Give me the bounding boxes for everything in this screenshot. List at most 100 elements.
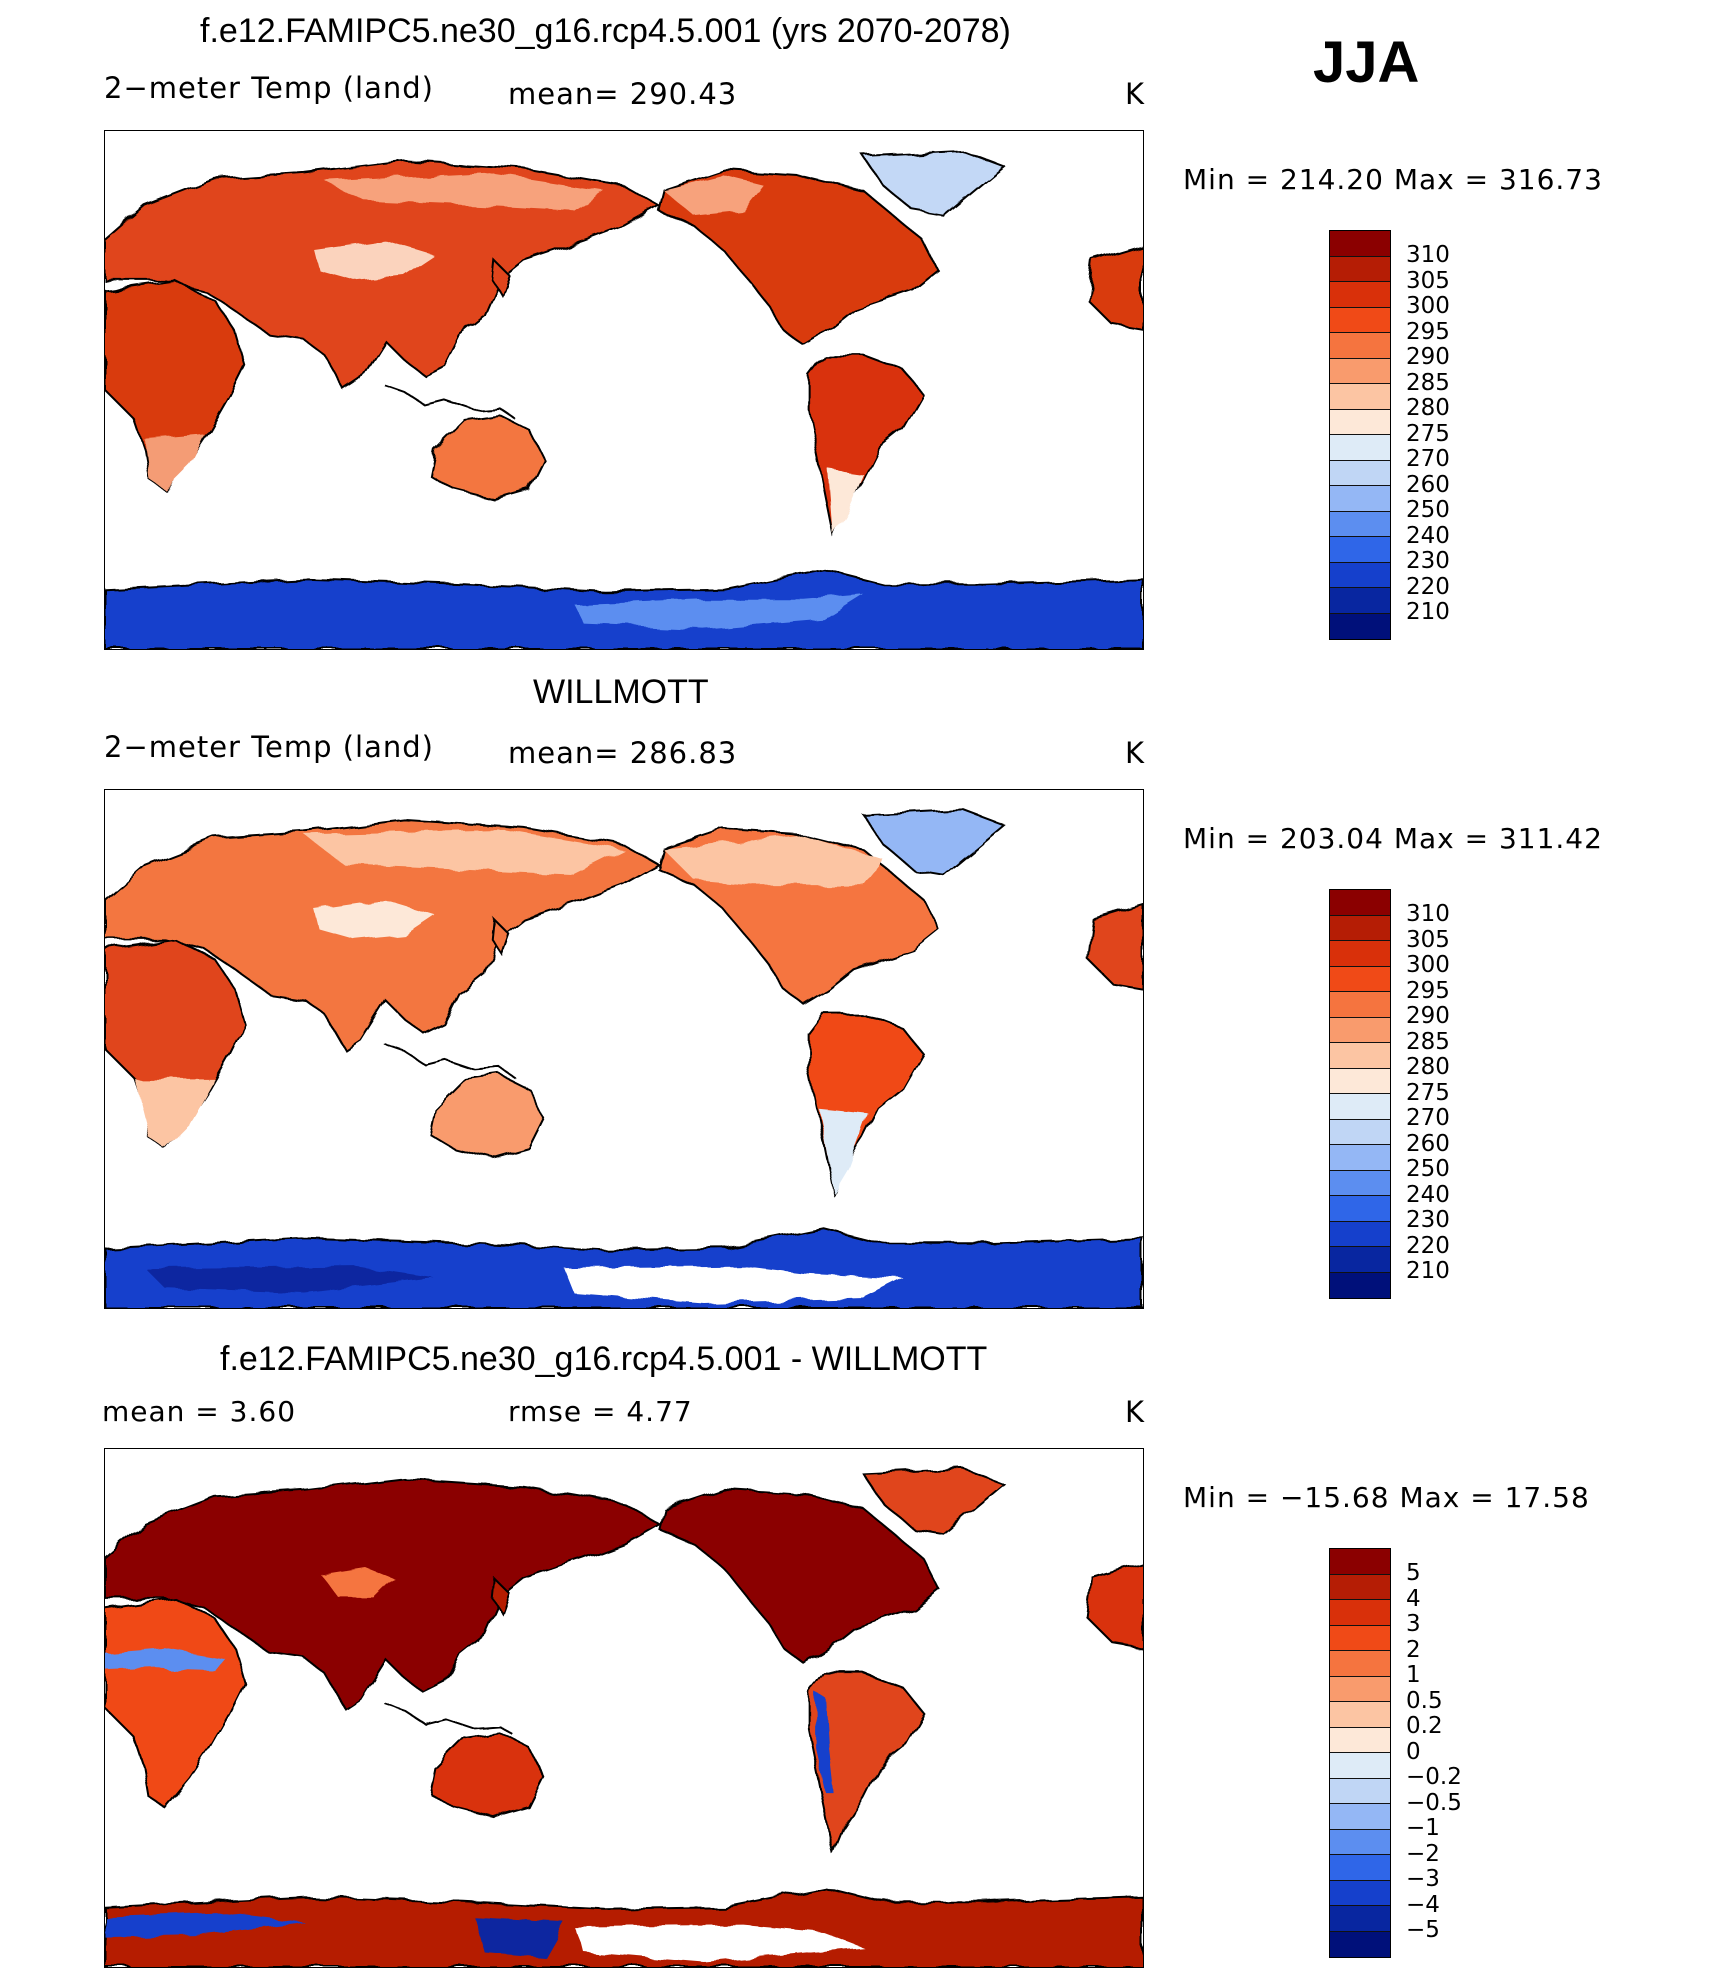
indonesia-islands [384,1702,515,1737]
panel-2-colorbar-swatch [1330,1196,1390,1222]
panel-1-colorbar-label: 250 [1406,497,1450,523]
antarctica-deep [144,1266,435,1294]
panel-2-colorbar-swatch [1330,1247,1390,1273]
panel-2-colorbar-label: 280 [1406,1054,1450,1080]
panel-3-colorbar-swatch [1330,1778,1390,1804]
panel-3-colorbar-swatch [1330,1931,1390,1957]
panel-2-colorbar-swatch [1330,1119,1390,1145]
panel-2-colorbar-swatch [1330,941,1390,967]
panel-3-colorbar-label: 1 [1406,1662,1421,1688]
panel-2-colorbar-swatch [1330,1221,1390,1247]
panel-2-colorbar-swatch [1330,915,1390,941]
panel-1-title: f.e12.FAMIPC5.ne30_g16.rcp4.5.001 (yrs 2… [200,12,1011,50]
panel-1-colorbar [1329,230,1391,640]
panel-2-colorbar-swatch [1330,1068,1390,1094]
north-america-landmass [657,169,940,347]
sahel-cool-band [105,1648,225,1671]
panel-2-colorbar-label: 220 [1406,1232,1450,1259]
antarctica-shelf-white [564,1266,904,1304]
panel-2-colorbar-swatch [1330,1272,1390,1298]
panel-1-mean: mean= 290.43 [508,77,738,111]
panel-2-colorbar-swatch [1330,1017,1390,1043]
panel-3-colorbar-swatch [1330,1702,1390,1728]
greenland-landmass [861,808,1006,876]
panel-3-colorbar-label: 0.5 [1406,1687,1443,1714]
panel-1-colorbar-labels: 310 305 300 295 290 285 280 275 270 260 250 240 230 2… [1406,242,1450,626]
west-africa-edge [1087,1562,1143,1650]
alaska-cool [663,175,764,216]
japan-island [491,917,511,957]
panel-3-colorbar-swatch [1330,1625,1390,1651]
japan-island [491,258,511,298]
australia-landmass [428,1731,546,1819]
panel-3-title: f.e12.FAMIPC5.ne30_g16.rcp4.5.001 - WILL… [220,1340,988,1378]
panel-1-colorbar-swatches [1330,231,1390,639]
canada-cool [663,834,884,885]
panel-1-colorbar-swatch [1330,307,1390,333]
panel-2-colorbar-label: 260 [1406,1130,1450,1157]
panel-1-colorbar-label: 230 [1406,548,1450,574]
panel-1-variable: 2−meter Temp (land) [104,71,434,105]
panel-2-colorbar-label: 230 [1406,1207,1450,1233]
panel-3-colorbar-label: 0 [1406,1738,1421,1765]
panel-1-colorbar-swatch [1330,511,1390,537]
panel-1-colorbar-swatch [1330,460,1390,486]
panel-3-colorbar-swatch [1330,1753,1390,1779]
panel-2-colorbar-swatch [1330,1094,1390,1120]
antarctica-shelf-white [574,1925,864,1963]
panel-2-units: K [1125,736,1146,770]
panel-1-colorbar-label: 290 [1406,344,1450,370]
panel-3-rmse: rmse = 4.77 [508,1395,693,1428]
panel-3-colorbar-label: 5 [1406,1560,1421,1586]
panel-3-colorbar-label: −0.2 [1406,1764,1462,1790]
indonesia-islands [384,384,515,419]
panel-2-colorbar-swatch [1330,890,1390,916]
south-africa-cool [134,1078,215,1149]
panel-2-colorbar-swatch [1330,1145,1390,1171]
panel-2-colorbar-label: 275 [1406,1079,1450,1106]
panel-1-colorbar-swatch [1330,384,1390,410]
panel-2-colorbar-label: 270 [1406,1105,1450,1131]
panel-1-colorbar-swatch [1330,435,1390,461]
panel-3-colorbar-swatch [1330,1727,1390,1753]
panel-1-colorbar-swatch [1330,562,1390,588]
panel-2-colorbar-swatch [1330,966,1390,992]
panel-2-colorbar-label: 240 [1406,1181,1450,1208]
panel-3-colorbar-label: −2 [1406,1840,1440,1867]
panel-2-colorbar-label: 305 [1406,926,1450,953]
panel-1-colorbar-label: 220 [1406,573,1450,600]
panel-1-minmax: Min = 214.20 Max = 316.73 [1183,163,1603,196]
panel-3-colorbar-labels: 5 4 3 2 1 0.5 0.2 0 −0.2 −0.5 −1 −2 −3 −4 −5 [1406,1560,1462,1944]
panel-3-colorbar [1329,1548,1391,1958]
panel-1-colorbar-swatch [1330,256,1390,282]
panel-2-colorbar-label: 295 [1406,977,1450,1004]
panel-2-colorbar-label: 210 [1406,1258,1450,1284]
panel-3-colorbar-label: −4 [1406,1891,1440,1918]
south-america-landmass [807,354,925,538]
panel-1-colorbar-swatch [1330,613,1390,639]
patagonia-cool [828,469,864,535]
panel-2-minmax: Min = 203.04 Max = 311.42 [1183,822,1603,855]
panel-3-colorbar-label: −1 [1406,1815,1440,1841]
panel-3-colorbar-label: 3 [1406,1611,1421,1637]
panel-2-colorbar-label: 290 [1406,1003,1450,1029]
australia-landmass [428,413,546,501]
panel-1-units: K [1125,77,1146,111]
panel-1-colorbar-swatch [1330,588,1390,614]
panel-3-colorbar-swatch [1330,1549,1390,1575]
panel-3-colorbar-swatch [1330,1651,1390,1677]
greenland-landmass [861,149,1006,217]
panel-2-colorbar-label: 310 [1406,901,1450,927]
panel-3-colorbar-swatch [1330,1829,1390,1855]
season-label: JJA [1313,30,1420,95]
panel-2-colorbar [1329,889,1391,1299]
panel-2-variable: 2−meter Temp (land) [104,730,434,764]
panel-3-colorbar-swatch [1330,1676,1390,1702]
west-africa-edge [1087,903,1143,991]
panel-3-colorbar-swatch [1330,1880,1390,1906]
panel-1-colorbar-swatch [1330,409,1390,435]
panel-3-colorbar-swatch [1330,1855,1390,1881]
panel-3-colorbar-label: −5 [1406,1917,1440,1943]
panel-1-colorbar-swatch [1330,231,1390,257]
siberia-cool [304,829,624,875]
